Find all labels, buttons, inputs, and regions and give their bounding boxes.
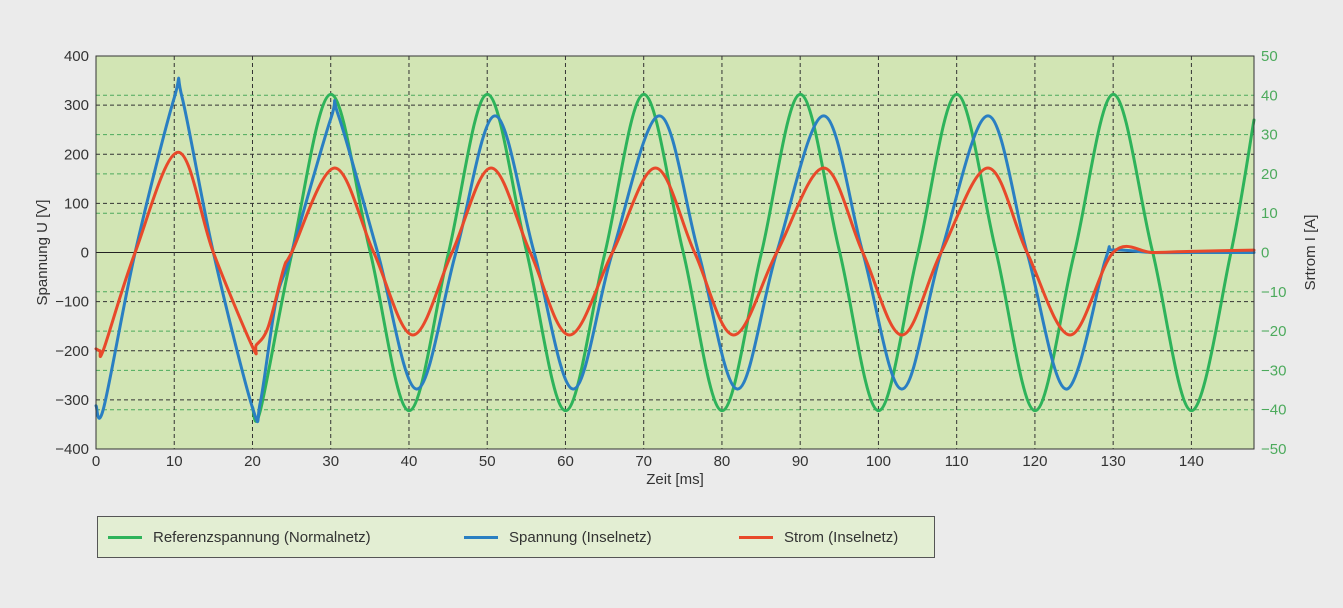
y-right-tick-label: 40 (1261, 87, 1278, 104)
y-left-tick-label: −200 (55, 343, 89, 360)
y-right-tick-label: −40 (1261, 402, 1286, 419)
x-tick-label: 110 (945, 453, 969, 470)
y-right-tick-label: 50 (1261, 48, 1278, 65)
y-right-tick-label: 30 (1261, 127, 1278, 144)
tick-labels: 0 10 20 30 40 50 60 70 80 90 100 110 120 130 140400300… (55, 48, 1286, 470)
x-tick-label: 50 (479, 453, 496, 470)
y-right-tick-label: −50 (1261, 441, 1286, 458)
x-tick-label: 40 (401, 453, 418, 470)
legend-label-referenzspannung: Referenzspannung (Normalnetz) (153, 528, 371, 546)
y-left-tick-label: 100 (64, 195, 89, 212)
y-left-tick-label: 0 (81, 245, 89, 262)
legend-label-spannung: Spannung (Inselnetz) (509, 528, 652, 546)
x-tick-label: 120 (1022, 453, 1047, 470)
x-tick-label: 10 (166, 453, 183, 470)
y-axis-left-label: Spannung U [V] (34, 200, 51, 306)
legend-swatch-strom (739, 535, 773, 539)
y-left-tick-label: −300 (55, 392, 89, 409)
y-right-tick-label: 10 (1261, 205, 1278, 222)
x-tick-label: 60 (557, 453, 574, 470)
x-tick-label: 140 (1179, 453, 1204, 470)
y-right-tick-label: 0 (1261, 245, 1269, 262)
x-tick-label: 100 (866, 453, 891, 470)
x-tick-label: 30 (322, 453, 339, 470)
chart: 0 10 20 30 40 50 60 70 80 90 100 110 120 130 140400300… (34, 48, 1319, 488)
x-tick-label: 70 (635, 453, 652, 470)
legend-item-strom: Strom (Inselnetz) (739, 517, 898, 557)
legend-item-referenzspannung: Referenzspannung (Normalnetz) (108, 517, 371, 557)
x-axis-label: Zeit [ms] (646, 471, 704, 488)
y-left-tick-label: −100 (55, 294, 89, 311)
series-line-strom (94, 150, 1256, 359)
legend: Referenzspannung (Normalnetz) Spannung (… (97, 516, 935, 558)
x-tick-label: 20 (244, 453, 261, 470)
y-left-tick-label: 400 (64, 48, 89, 65)
grid (96, 56, 1254, 449)
y-right-tick-label: −10 (1261, 284, 1286, 301)
y-axis-right-label: Srtrom I [A] (1302, 215, 1319, 291)
y-left-tick-label: 300 (64, 97, 89, 114)
y-left-tick-label: 200 (64, 146, 89, 163)
series-line-spannung (94, 76, 1256, 424)
legend-item-spannung: Spannung (Inselnetz) (464, 517, 652, 557)
legend-swatch-spannung (464, 535, 498, 539)
y-right-tick-label: 20 (1261, 166, 1278, 183)
x-tick-label: 130 (1101, 453, 1126, 470)
y-right-tick-label: −20 (1261, 323, 1286, 340)
series-group (94, 76, 1256, 424)
legend-label-strom: Strom (Inselnetz) (784, 528, 899, 546)
y-left-tick-label: −400 (55, 441, 89, 458)
x-tick-label: 0 (92, 453, 100, 470)
plot-frame (95, 55, 1255, 450)
legend-swatch-referenzspannung (108, 535, 142, 539)
x-tick-label: 90 (792, 453, 809, 470)
y-right-tick-label: −30 (1261, 362, 1286, 379)
x-tick-label: 80 (714, 453, 731, 470)
